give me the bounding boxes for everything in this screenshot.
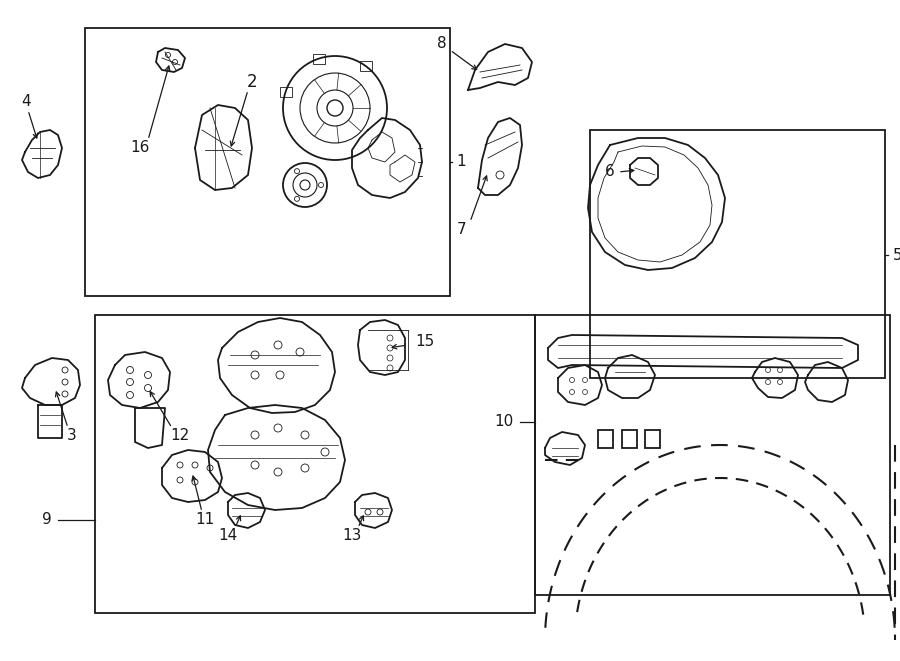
- Text: 16: 16: [130, 141, 149, 155]
- Bar: [622, 430, 637, 448]
- Text: 2: 2: [247, 73, 257, 91]
- Text: 9: 9: [42, 512, 52, 527]
- Text: 15: 15: [415, 334, 434, 350]
- Text: 1: 1: [456, 155, 465, 169]
- Text: 13: 13: [342, 529, 362, 543]
- Text: 10: 10: [495, 414, 514, 430]
- Text: 7: 7: [457, 223, 467, 237]
- Text: 5: 5: [893, 247, 900, 262]
- Bar: [598, 430, 613, 448]
- Bar: [645, 430, 660, 448]
- Text: 12: 12: [170, 428, 190, 442]
- Bar: [95, 315, 535, 613]
- Text: 8: 8: [437, 36, 446, 52]
- Text: 4: 4: [22, 95, 31, 110]
- Bar: [535, 315, 890, 595]
- Bar: [590, 130, 885, 378]
- Bar: [85, 28, 450, 296]
- Text: 6: 6: [605, 165, 615, 180]
- Text: 3: 3: [68, 428, 76, 442]
- Text: 14: 14: [219, 529, 238, 543]
- Text: 11: 11: [195, 512, 214, 527]
